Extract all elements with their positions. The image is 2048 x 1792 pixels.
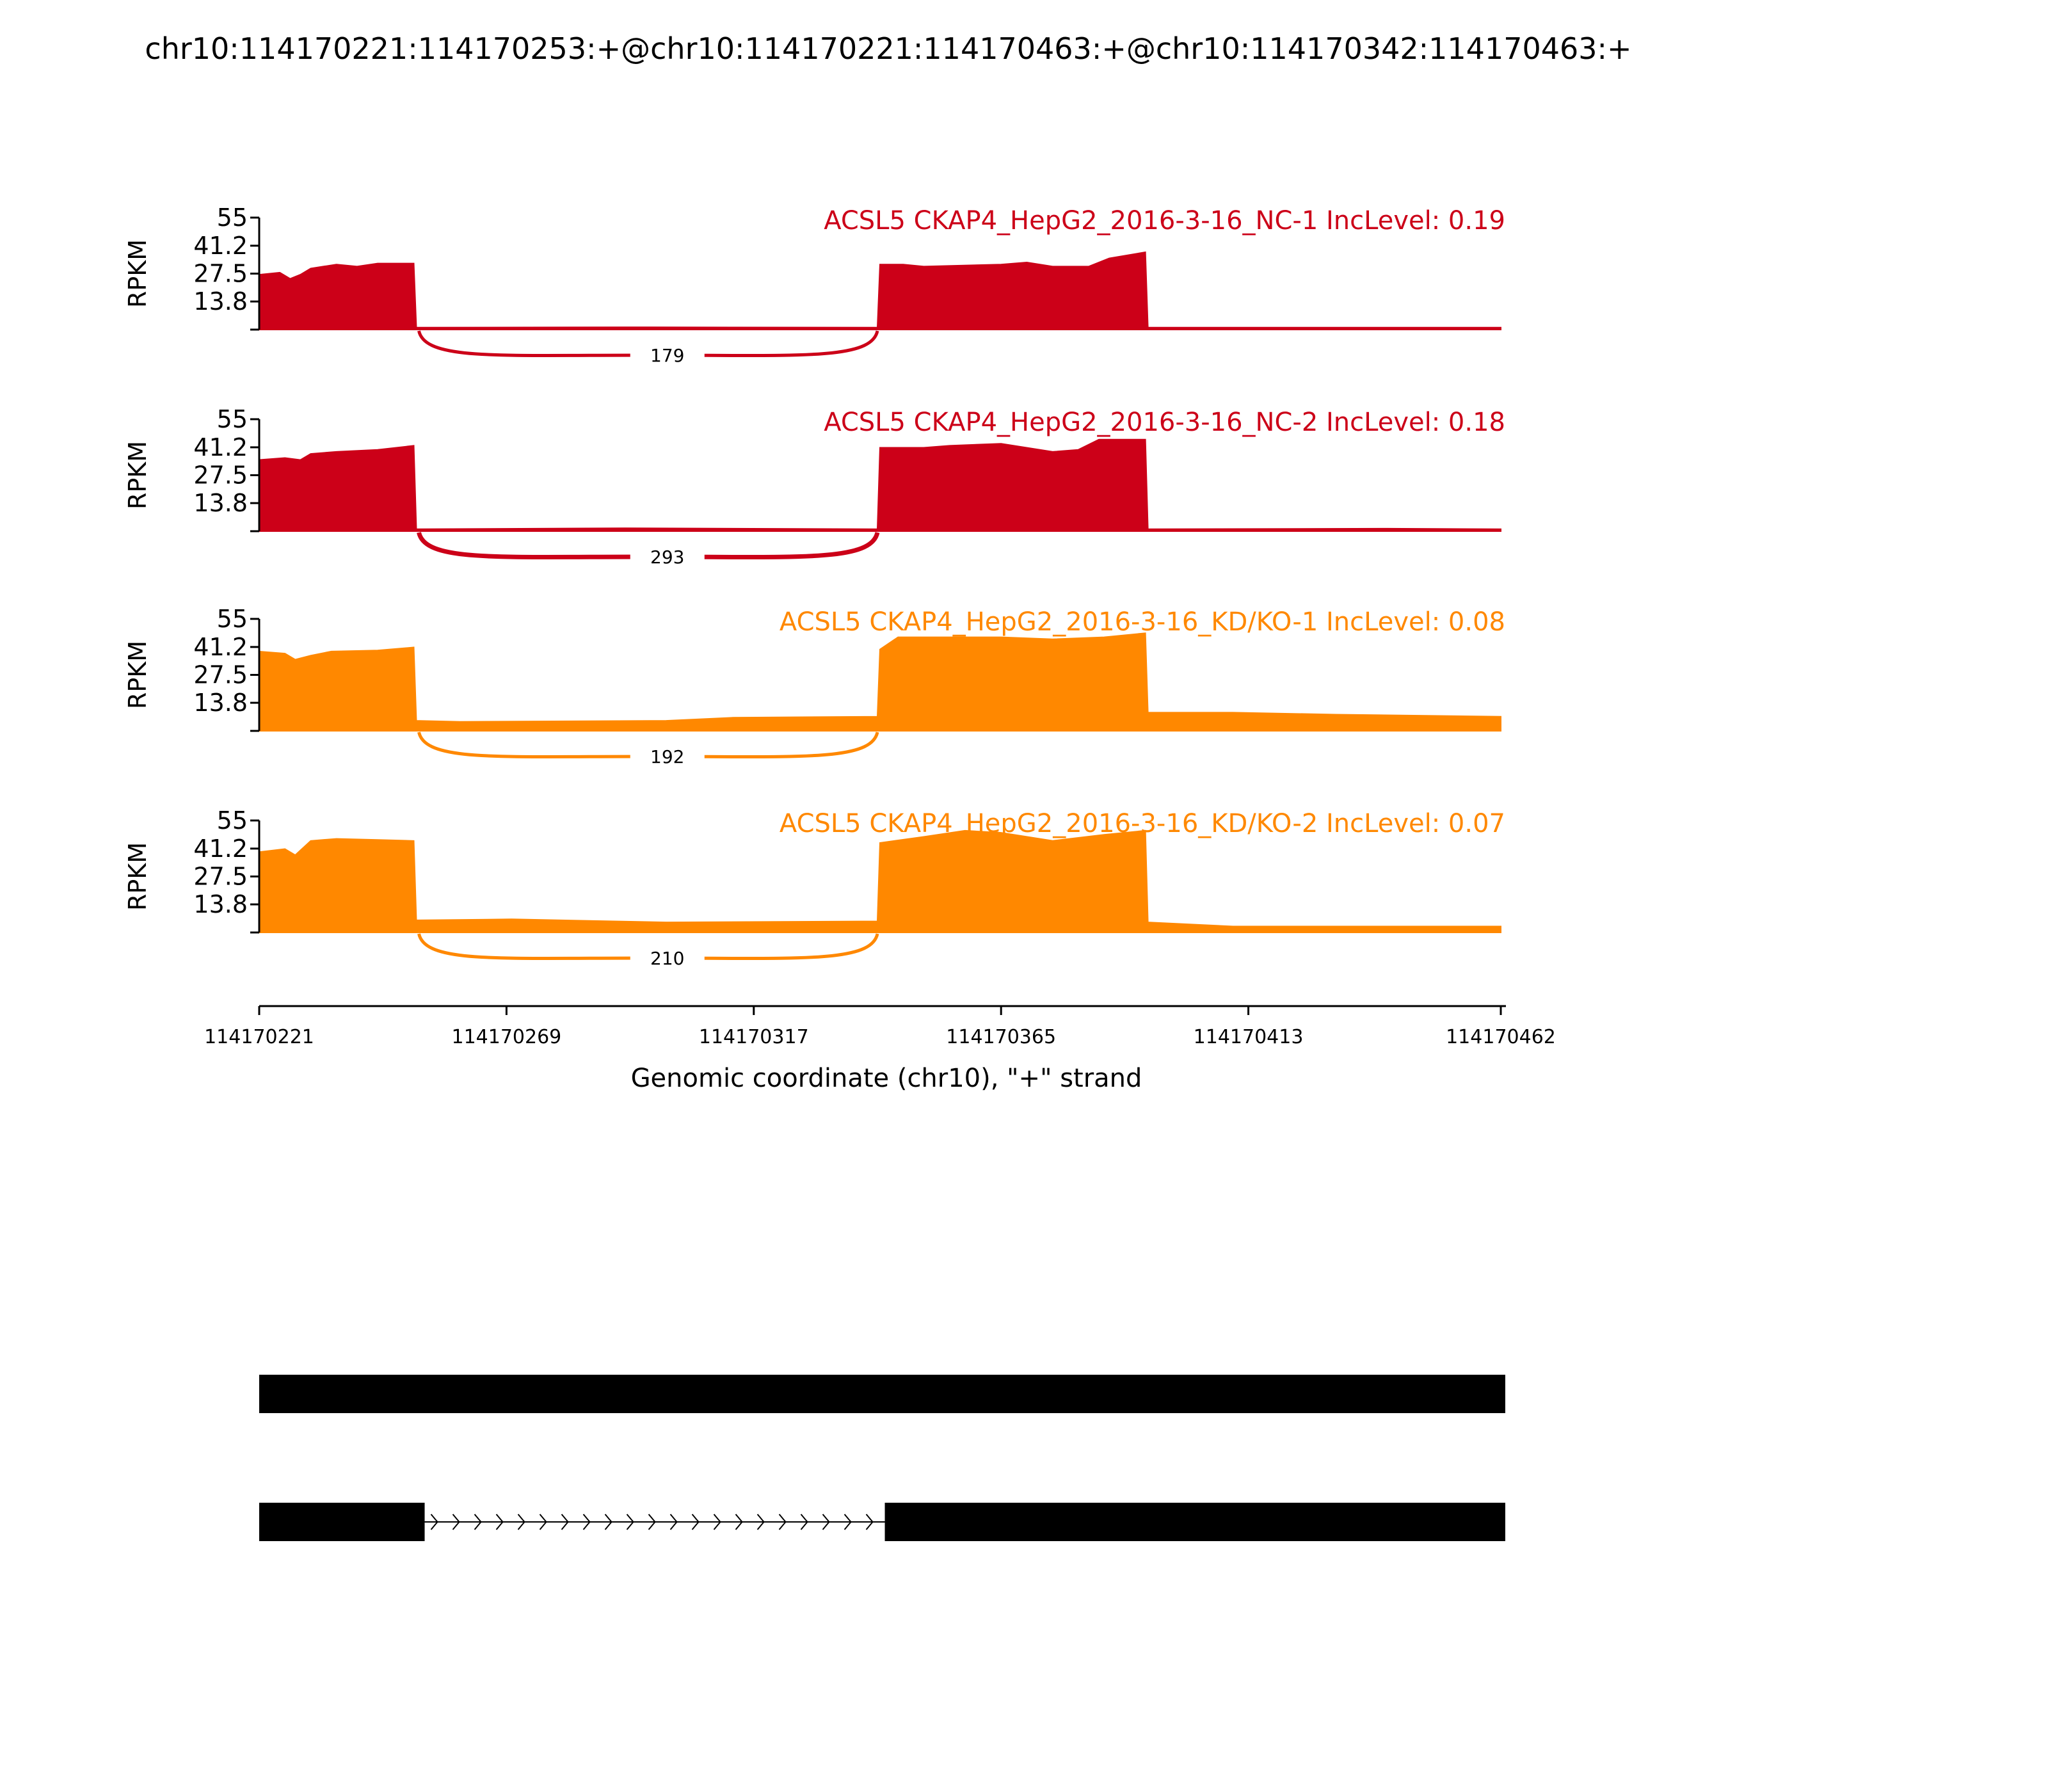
strand-arrow-icon	[582, 1514, 591, 1530]
strand-arrow-icon	[474, 1514, 482, 1530]
exon-block	[884, 1503, 1505, 1541]
strand-arrow-icon	[691, 1514, 700, 1530]
strand-arrow-icon	[822, 1514, 830, 1530]
strand-arrow-icon	[735, 1514, 743, 1530]
sample-label: ACSL5 CKAP4_HepG2_2016-3-16_KD/KO-1 IncL…	[780, 607, 1505, 637]
coverage-area	[259, 438, 1501, 532]
transcript-1	[259, 1375, 1505, 1413]
strand-arrow-icon	[517, 1514, 525, 1530]
junction-count-bg	[630, 746, 705, 767]
strand-arrow-icon	[800, 1514, 808, 1530]
strand-arrow-icon	[648, 1514, 656, 1530]
strand-arrow-icon	[626, 1514, 634, 1530]
junction-count: 179	[650, 345, 684, 366]
exon-block	[259, 1503, 425, 1541]
x-tick-label: 114170413	[1194, 1026, 1304, 1048]
strand-arrow-icon	[865, 1514, 874, 1530]
y-axis-label: RPKM	[124, 441, 152, 509]
y-tick-label: 41.2	[193, 433, 248, 461]
y-tick-label: 13.8	[193, 890, 248, 918]
y-tick-label: 41.2	[193, 633, 248, 661]
x-tick-label: 114170221	[204, 1026, 314, 1048]
y-tick-label: 55	[217, 405, 248, 433]
x-tick-label: 114170317	[699, 1026, 809, 1048]
y-tick-label: 55	[217, 605, 248, 633]
coverage-area	[259, 251, 1501, 330]
y-axis-label: RPKM	[124, 641, 152, 709]
y-axis-label: RPKM	[124, 239, 152, 308]
coverage-area	[259, 632, 1501, 732]
junction-count-bg	[630, 345, 705, 365]
y-tick-label: 13.8	[193, 689, 248, 717]
strand-arrow-icon	[452, 1514, 460, 1530]
y-tick-label: 13.8	[193, 287, 248, 316]
x-tick-label: 114170462	[1446, 1026, 1556, 1048]
strand-arrow-icon	[539, 1514, 547, 1530]
y-tick-label: 55	[217, 806, 248, 835]
strand-arrow-icon	[756, 1514, 765, 1530]
junction-count: 293	[650, 547, 684, 568]
strand-arrow-icon	[669, 1514, 678, 1530]
track-1: 13.827.541.255 RPKM ACSL5 CKAP4_HepG2_2016…	[124, 204, 1505, 366]
y-tick-label: 13.8	[193, 489, 248, 517]
track-2: 13.827.541.255 RPKM ACSL5 CKAP4_HepG2_2016…	[124, 405, 1505, 568]
transcript-2	[259, 1503, 1505, 1541]
sample-label: ACSL5 CKAP4_HepG2_2016-3-16_KD/KO-2 IncL…	[780, 809, 1505, 838]
track-4: 13.827.541.255 RPKM ACSL5 CKAP4_HepG2_2016…	[124, 806, 1505, 969]
y-tick-label: 41.2	[193, 232, 248, 260]
strand-arrow-icon	[844, 1514, 852, 1530]
sample-label: ACSL5 CKAP4_HepG2_2016-3-16_NC-2 IncLeve…	[824, 408, 1505, 437]
y-tick-label: 41.2	[193, 835, 248, 863]
y-tick-label: 27.5	[193, 863, 248, 891]
strand-arrow-icon	[778, 1514, 787, 1530]
x-tick-label: 114170365	[946, 1026, 1056, 1048]
track-3: 13.827.541.255 RPKM ACSL5 CKAP4_HepG2_2016…	[124, 605, 1505, 767]
sample-label: ACSL5 CKAP4_HepG2_2016-3-16_NC-1 IncLeve…	[824, 206, 1505, 236]
y-axis-label: RPKM	[124, 842, 152, 911]
exon-block	[259, 1375, 1505, 1413]
strand-arrow-icon	[713, 1514, 721, 1530]
x-tick-label: 114170269	[451, 1026, 561, 1048]
junction-count: 192	[650, 746, 684, 767]
coverage-area	[259, 829, 1501, 933]
strand-arrow-icon	[430, 1514, 438, 1530]
y-tick-label: 55	[217, 204, 248, 232]
junction-count-bg	[630, 948, 705, 968]
strand-arrow-icon	[604, 1514, 612, 1530]
y-tick-label: 27.5	[193, 461, 248, 490]
strand-arrow-icon	[561, 1514, 569, 1530]
y-tick-label: 27.5	[193, 661, 248, 689]
x-axis-label: Genomic coordinate (chr10), "+" strand	[631, 1064, 1142, 1093]
gene-model-panel	[259, 1375, 1505, 1541]
junction-count-bg	[630, 547, 705, 567]
y-tick-label: 27.5	[193, 260, 248, 288]
figure-title: chr10:114170221:114170253:+@chr10:114170…	[145, 31, 1631, 66]
strand-arrow-icon	[495, 1514, 504, 1530]
junction-count: 210	[650, 948, 684, 969]
x-axis: Genomic coordinate (chr10), "+" strand 1…	[204, 1005, 1556, 1093]
